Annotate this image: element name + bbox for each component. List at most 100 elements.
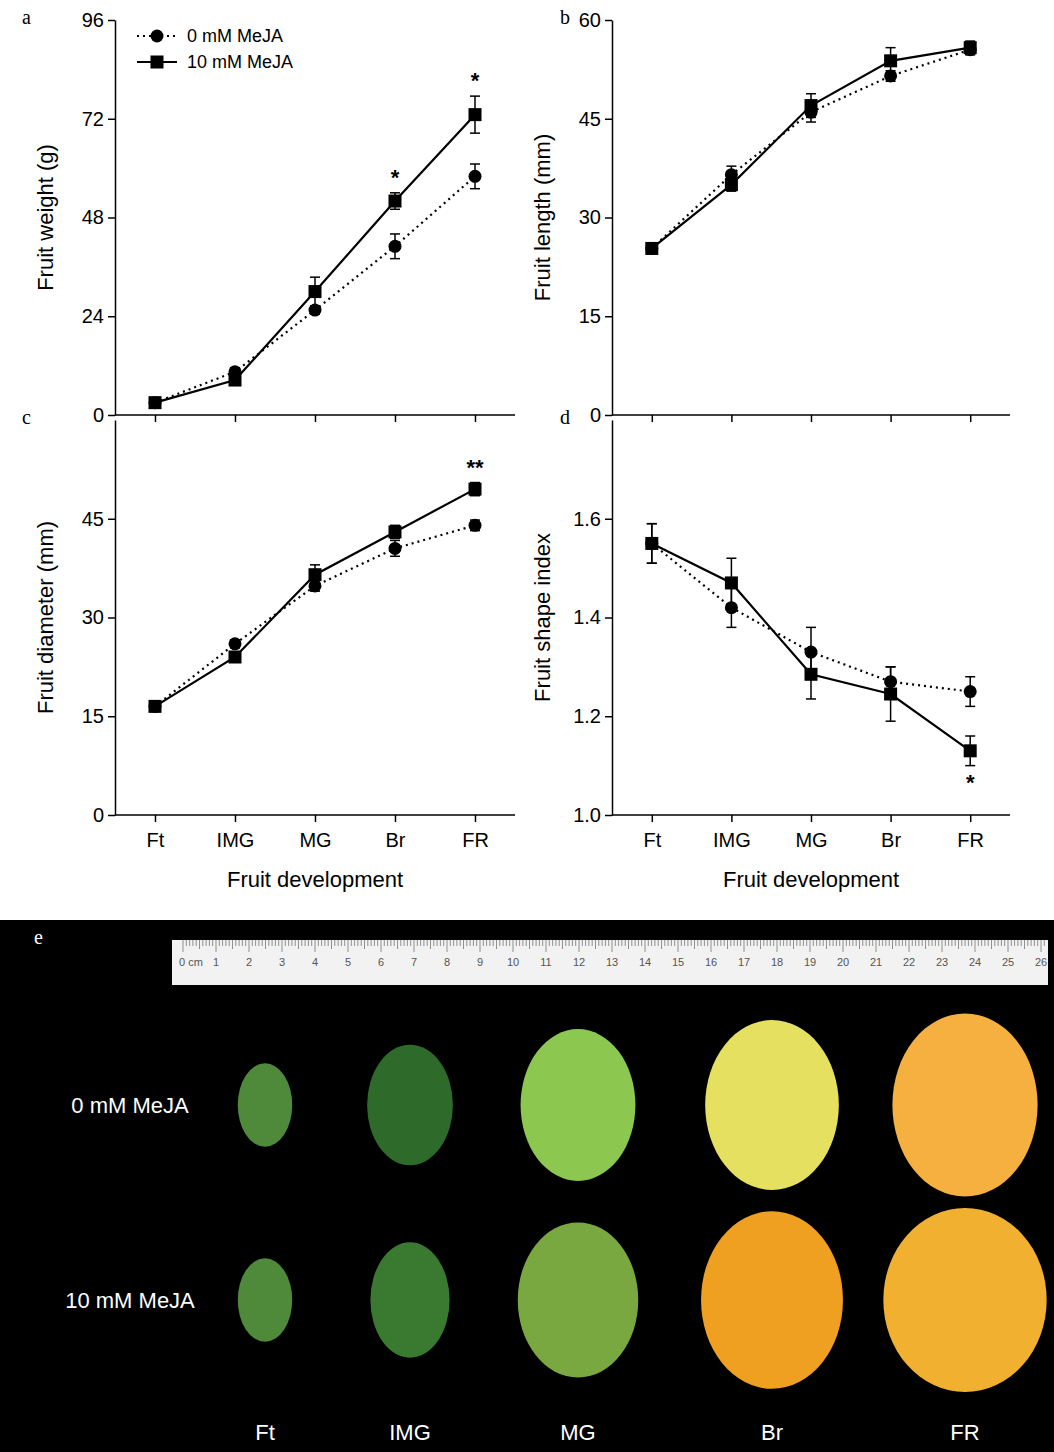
ruler-label: 26 [1035, 956, 1047, 968]
y-tick-mark [108, 20, 115, 22]
ruler-tick [588, 940, 589, 946]
ruler-tick [219, 940, 220, 946]
error-bar-cap [310, 584, 320, 586]
ruler-label: 15 [672, 956, 684, 968]
ruler-label: 10 [507, 956, 519, 968]
legend-item: 0 mM MeJA [137, 26, 283, 46]
ruler-tick [981, 940, 982, 946]
ruler-tick [410, 940, 411, 946]
series-line [652, 48, 970, 249]
ruler-tick [773, 940, 774, 946]
ruler-tick [678, 940, 679, 952]
error-bar-cap [390, 192, 400, 194]
ruler-tick [509, 940, 510, 946]
ruler-tick [691, 940, 692, 946]
ruler-tick [1027, 940, 1028, 946]
ruler-tick [641, 940, 642, 946]
x-tick-mark [395, 815, 397, 822]
fruit [892, 1013, 1037, 1196]
y-axis: 1.01.21.41.6 [573, 421, 612, 826]
ruler-tick [661, 940, 662, 949]
x-tick: MG [795, 815, 827, 851]
x-tick: Br [386, 815, 406, 851]
y-axis-title: Fruit length (mm) [530, 134, 555, 301]
error-bar-cap [390, 540, 400, 542]
x-tick-mark [970, 815, 972, 822]
ruler-tick [555, 940, 556, 946]
series-line [155, 525, 475, 706]
ruler-tick [763, 940, 764, 946]
ruler-tick [417, 940, 418, 946]
y-tick: 15 [82, 705, 115, 727]
ruler-tick [196, 940, 197, 946]
y-axis-title: Fruit shape index [530, 533, 555, 702]
ruler-tick [737, 940, 738, 946]
ruler-label: 1 [213, 956, 219, 968]
ruler-tick [371, 940, 372, 946]
ruler-label: 9 [477, 956, 483, 968]
ruler-tick [387, 940, 388, 946]
y-tick-label: 15 [82, 705, 104, 727]
ruler-tick [367, 940, 368, 946]
legend-label: 10 mM MeJA [187, 52, 293, 72]
ruler-tick [384, 940, 385, 946]
x-axis: FtIMGMGBrFR [612, 815, 1010, 851]
x-tick [155, 415, 156, 422]
x-axis-title: Fruit development [227, 867, 403, 892]
ruler-ticks [183, 940, 1044, 952]
ruler-tick [496, 940, 497, 949]
ruler-tick [892, 940, 893, 949]
figure: a024487296Fruit weight (g)**0 mM MeJA10 … [0, 0, 1054, 1452]
ruler-tick [526, 940, 527, 946]
ruler-tick [925, 940, 926, 949]
ruler-tick [839, 940, 840, 946]
ruler-tick [288, 940, 289, 946]
ruler-tick [420, 940, 421, 946]
ruler-tick [258, 940, 259, 946]
ruler-tick [1008, 940, 1009, 952]
ruler-tick [694, 940, 695, 949]
x-tick [970, 415, 971, 422]
x-tick-label: FR [462, 829, 489, 851]
panel-letter: b [560, 6, 570, 28]
ruler-tick [364, 940, 365, 949]
ruler-tick [443, 940, 444, 946]
ruler-label: 22 [903, 956, 915, 968]
y-tick: 30 [579, 206, 612, 228]
y-tick-label: 96 [82, 9, 104, 31]
error-bar-cap [647, 562, 657, 564]
y-tick-mark [605, 217, 612, 219]
marker [645, 537, 658, 550]
series [645, 43, 976, 255]
ruler-tick [707, 940, 708, 946]
y-tick-mark [108, 415, 115, 417]
ruler-tick [275, 940, 276, 946]
ruler-tick [628, 940, 629, 949]
ruler-tick [615, 940, 616, 946]
ruler-tick [856, 940, 857, 946]
panel: b015304560Fruit length (mm) [530, 6, 1010, 426]
error-bar-cap [886, 666, 896, 668]
error-bar-cap [310, 305, 320, 307]
ruler-tick [1017, 940, 1018, 946]
y-tick: 1.0 [573, 804, 612, 826]
ruler-tick [879, 940, 880, 946]
series [645, 41, 976, 255]
marker [964, 744, 977, 757]
ruler-tick [912, 940, 913, 946]
x-tick-mark [475, 415, 477, 422]
ruler-tick [971, 940, 972, 946]
ruler-tick [423, 940, 424, 946]
ruler-tick [212, 940, 213, 946]
marker [389, 525, 402, 538]
row-label: 10 mM MeJA [65, 1288, 195, 1313]
ruler-tick [717, 940, 718, 946]
y-tick-label: 1.2 [573, 705, 601, 727]
ruler-tick [245, 940, 246, 946]
marker [645, 242, 658, 255]
error-bar-cap [390, 233, 400, 235]
marker [884, 688, 897, 701]
fruit [367, 1045, 453, 1165]
y-axis: 024487296 [82, 9, 116, 426]
marker [309, 304, 322, 317]
